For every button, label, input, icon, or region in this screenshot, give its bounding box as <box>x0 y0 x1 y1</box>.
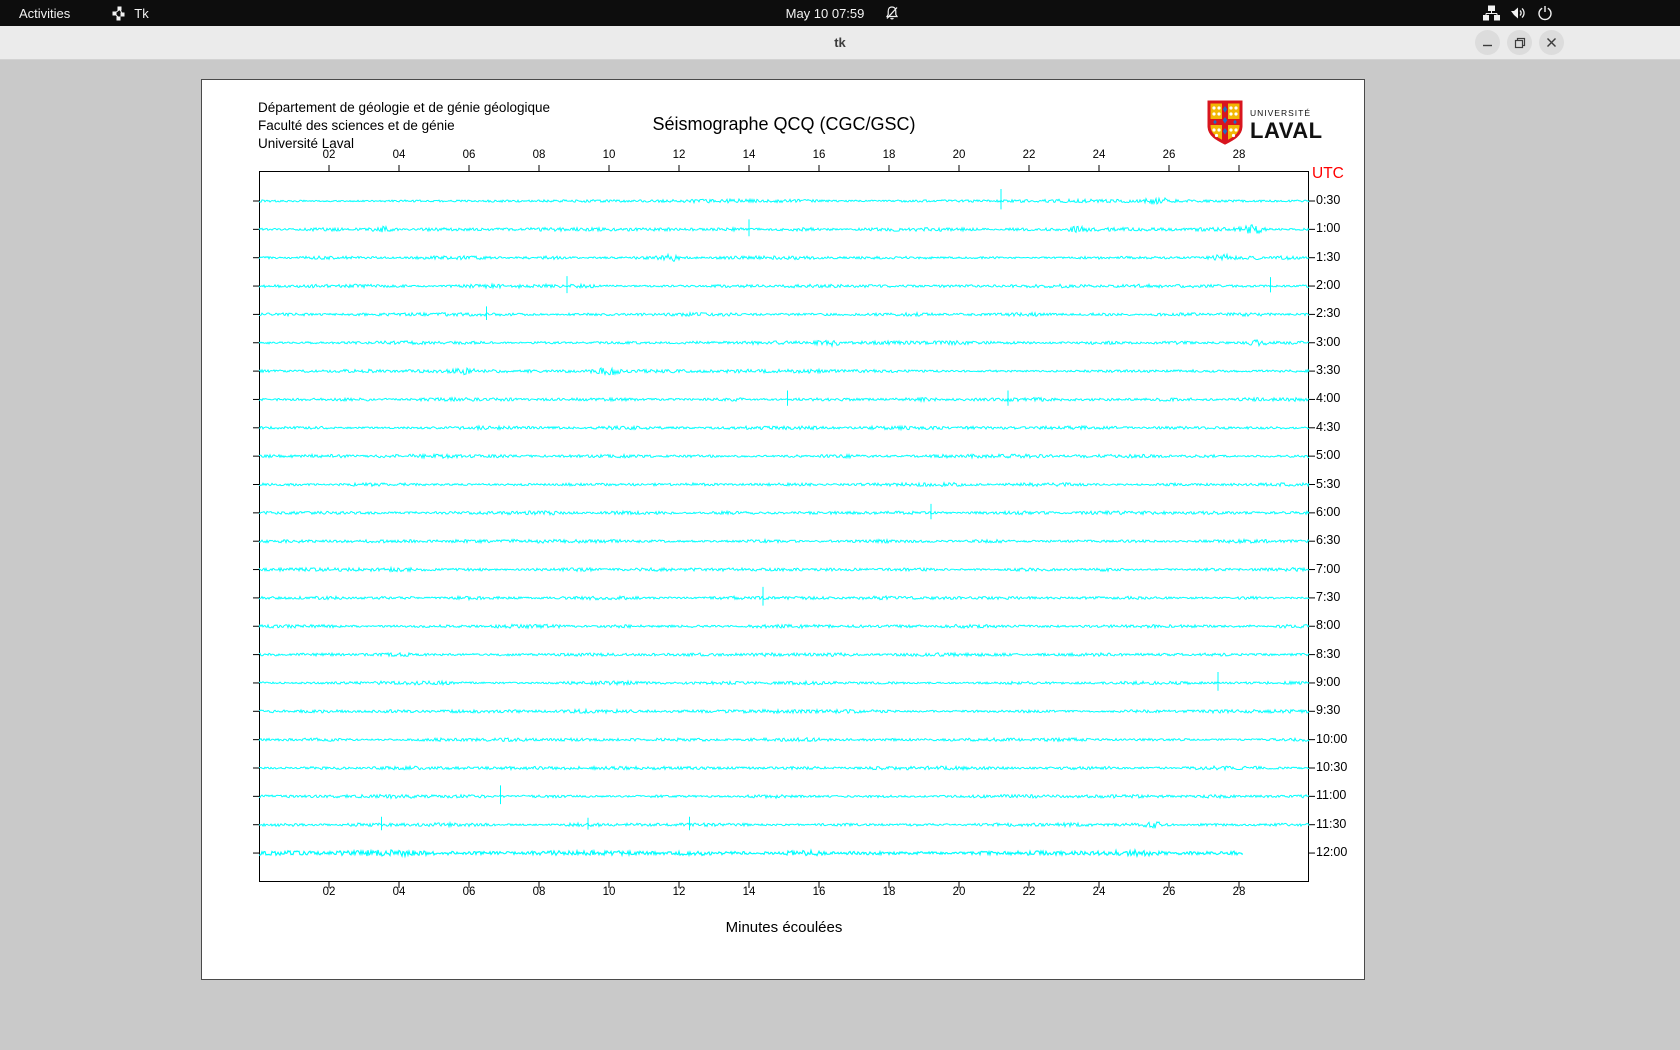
x-tick-label: 14 <box>742 886 756 898</box>
time-tick-label: 1:00 <box>1316 221 1341 236</box>
top-bar: Activities Tk May <box>0 0 1680 26</box>
x-tick-label: 20 <box>952 149 966 161</box>
time-tick-label: 1:30 <box>1316 249 1341 264</box>
x-tick-label: 16 <box>812 149 826 161</box>
x-tick-label: 02 <box>322 886 336 898</box>
network-wired-icon[interactable] <box>1483 5 1500 21</box>
logo-universite-text: UNIVERSITÉ <box>1250 108 1312 119</box>
volume-icon[interactable] <box>1510 5 1527 21</box>
window-title: tk <box>834 35 846 50</box>
time-tick-label: 6:00 <box>1316 504 1341 519</box>
time-tick-label: 8:00 <box>1316 618 1341 633</box>
x-tick-label: 24 <box>1092 149 1106 161</box>
seismogram-plot <box>253 165 1315 888</box>
time-tick-label: 2:30 <box>1316 306 1341 321</box>
time-tick-label: 7:30 <box>1316 589 1341 604</box>
maximize-restore-button[interactable] <box>1507 30 1532 55</box>
time-tick-label: 10:30 <box>1316 760 1348 774</box>
minimize-button[interactable] <box>1475 30 1500 55</box>
x-tick-label: 06 <box>462 149 476 161</box>
time-tick-label: 4:30 <box>1316 419 1341 434</box>
x-tick-label: 26 <box>1162 149 1176 161</box>
clock-label: May 10 07:59 <box>785 5 865 21</box>
time-tick-label: 5:00 <box>1316 448 1341 463</box>
x-tick-label: 04 <box>392 886 406 898</box>
x-tick-label: 08 <box>532 886 546 898</box>
time-tick-label: 9:00 <box>1316 674 1341 689</box>
window-title-bar: tk <box>0 26 1680 60</box>
x-tick-label: 08 <box>532 149 546 161</box>
org-line-1: Département de géologie et de génie géol… <box>258 100 550 115</box>
x-tick-label: 26 <box>1162 886 1176 898</box>
laval-shield-icon <box>1207 100 1243 151</box>
x-tick-label: 18 <box>882 149 896 161</box>
time-tick-label: 3:00 <box>1316 334 1341 349</box>
time-tick-label: 12:00 <box>1316 845 1348 860</box>
time-tick-label: 9:30 <box>1316 703 1341 718</box>
x-tick-label: 18 <box>882 886 896 898</box>
x-tick-label: 28 <box>1232 886 1246 898</box>
chart-title: Séismographe QCQ (CGC/GSC) <box>652 114 916 134</box>
x-tick-label: 04 <box>392 149 406 161</box>
time-tick-label: 10:00 <box>1316 731 1348 746</box>
time-tick-label: 0:30 <box>1316 193 1341 207</box>
x-tick-label: 16 <box>812 886 826 898</box>
time-tick-label: 7:00 <box>1316 561 1341 576</box>
time-tick-label: 3:30 <box>1316 363 1341 378</box>
activities-button[interactable]: Activities <box>13 4 76 23</box>
app-menu-tk[interactable]: Tk <box>106 4 154 23</box>
org-line-3: Université Laval <box>258 136 355 151</box>
time-tick-label: 5:30 <box>1316 476 1341 491</box>
seismograph-canvas: Département de géologie et de génie géol… <box>201 79 1365 980</box>
time-tick-label: 2:00 <box>1316 278 1341 293</box>
x-tick-label: 20 <box>952 886 966 898</box>
time-tick-label: 8:30 <box>1316 646 1341 661</box>
time-tick-label: 11:00 <box>1316 788 1347 803</box>
x-tick-label: 22 <box>1022 886 1036 898</box>
x-tick-label: 12 <box>672 886 686 898</box>
utc-axis-title: UTC <box>1312 165 1344 182</box>
x-tick-label: 02 <box>322 149 336 161</box>
universite-laval-logo: UNIVERSITÉ LAVAL <box>1207 100 1323 151</box>
x-tick-label: 22 <box>1022 149 1036 161</box>
x-tick-label: 10 <box>602 149 616 161</box>
tk-app-icon <box>112 6 127 21</box>
time-tick-label: 4:00 <box>1316 391 1341 406</box>
x-tick-label: 28 <box>1232 149 1246 161</box>
activities-label: Activities <box>19 5 71 21</box>
logo-laval-text: LAVAL <box>1250 117 1323 143</box>
power-icon[interactable] <box>1537 5 1553 21</box>
time-tick-label: 6:30 <box>1316 533 1341 548</box>
app-menu-label: Tk <box>134 5 149 21</box>
x-tick-label: 24 <box>1092 886 1106 898</box>
org-line-2: Faculté des sciences et de génie <box>258 118 455 133</box>
x-tick-label: 14 <box>742 149 756 161</box>
time-tick-label: 11:30 <box>1316 816 1347 831</box>
x-tick-label: 10 <box>602 886 616 898</box>
x-tick-label: 12 <box>672 149 686 161</box>
x-tick-label: 06 <box>462 886 476 898</box>
notifications-disabled-icon[interactable] <box>884 5 900 21</box>
x-axis-title: Minutes écoulées <box>725 919 843 936</box>
clock-button[interactable]: May 10 07:59 <box>780 4 871 23</box>
organization-header: Département de géologie et de génie géol… <box>258 99 550 153</box>
close-button[interactable] <box>1539 30 1564 55</box>
